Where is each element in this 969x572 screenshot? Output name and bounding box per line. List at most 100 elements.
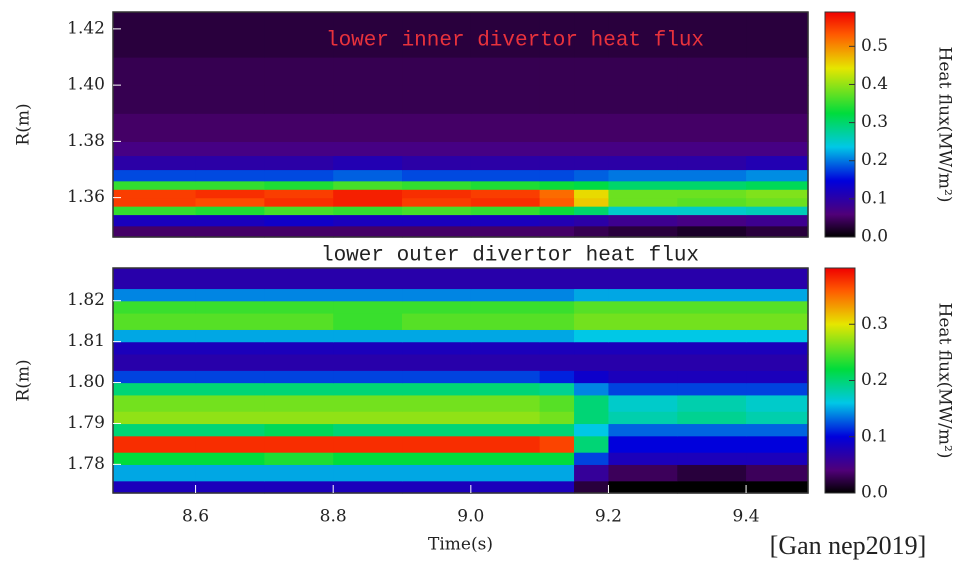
heat-cell xyxy=(677,180,747,190)
y-tick-label: 1.36 xyxy=(67,187,105,207)
heat-cell xyxy=(333,155,403,171)
heat-cell xyxy=(333,268,403,290)
heat-cell xyxy=(470,85,541,114)
heat-cell xyxy=(677,464,747,482)
heat-cell xyxy=(402,206,472,216)
heat-cell xyxy=(402,300,472,314)
colorbar-tick-label: 0.3 xyxy=(861,112,888,132)
heat-cell xyxy=(402,464,472,482)
heat-cell xyxy=(195,370,265,384)
heat-cell xyxy=(539,12,575,58)
heat-cell xyxy=(113,382,197,396)
heat-cell xyxy=(574,370,610,384)
heat-cell xyxy=(264,225,334,238)
heat-cell xyxy=(608,268,678,290)
heat-cell xyxy=(574,329,610,343)
heat-cell xyxy=(264,268,334,290)
panel-title: lower outer divertor heat flux xyxy=(321,245,699,268)
heat-cell xyxy=(746,206,809,216)
heat-cell xyxy=(539,382,575,396)
heat-cell xyxy=(264,370,334,384)
heat-cell xyxy=(470,141,541,157)
heat-cell xyxy=(470,341,541,355)
heat-cell xyxy=(677,353,747,371)
heat-cell xyxy=(264,313,334,330)
heat-cell xyxy=(574,411,610,425)
heat-cell xyxy=(470,423,541,437)
heat-cell xyxy=(195,382,265,396)
heat-cell xyxy=(402,329,472,343)
heat-cell xyxy=(470,288,541,302)
heat-cell xyxy=(677,288,747,302)
heat-cell xyxy=(574,141,610,157)
heat-cell xyxy=(746,370,809,384)
heat-cell xyxy=(264,12,334,58)
heat-cell xyxy=(574,85,610,114)
heat-cell xyxy=(195,155,265,171)
heat-cell xyxy=(113,452,197,465)
heat-cell xyxy=(402,57,472,86)
heat-cell xyxy=(402,452,472,465)
heat-cell xyxy=(264,288,334,302)
heat-cell xyxy=(264,180,334,190)
heat-cell xyxy=(746,313,809,330)
heat-cell xyxy=(264,189,334,199)
heat-cell xyxy=(113,180,197,190)
heat-cell xyxy=(677,225,747,238)
heat-cell xyxy=(195,189,265,199)
heat-cell xyxy=(746,225,809,238)
heat-cell xyxy=(113,435,197,453)
heat-cell xyxy=(746,423,809,437)
heat-cell xyxy=(608,155,678,171)
heat-cell xyxy=(113,169,197,182)
colorbar-tick-label: 0.3 xyxy=(861,314,888,334)
heat-cell xyxy=(195,169,265,182)
heat-cell xyxy=(195,480,265,494)
heat-cell xyxy=(539,452,575,465)
heat-cell xyxy=(195,300,265,314)
heat-cell xyxy=(470,197,541,207)
heat-cell xyxy=(113,57,197,86)
heat-cell xyxy=(333,423,403,437)
heat-cell xyxy=(195,197,265,207)
colorbar xyxy=(824,11,856,238)
heat-cell xyxy=(746,300,809,314)
x-tick-label: 8.8 xyxy=(320,507,347,527)
y-tick-label: 1.82 xyxy=(67,290,105,310)
heat-cell xyxy=(470,394,541,412)
heat-cell xyxy=(677,85,747,114)
heat-cell xyxy=(608,214,678,227)
heat-cell xyxy=(539,435,575,453)
heat-cell xyxy=(113,313,197,330)
heat-cell xyxy=(677,141,747,157)
heat-cell xyxy=(195,268,265,290)
heat-cell xyxy=(574,382,610,396)
heat-cell xyxy=(264,206,334,216)
heat-cell xyxy=(608,464,678,482)
heat-cell xyxy=(333,353,403,371)
heat-cell xyxy=(608,341,678,355)
heat-cell xyxy=(677,411,747,425)
heat-cell xyxy=(677,169,747,182)
heat-cell xyxy=(113,464,197,482)
y-axis-label: R(m) xyxy=(14,359,34,401)
heat-cell xyxy=(264,57,334,86)
heat-cell xyxy=(608,370,678,384)
heat-cell xyxy=(402,180,472,190)
heat-cell xyxy=(677,435,747,453)
heat-cell xyxy=(333,288,403,302)
heat-cell xyxy=(113,329,197,343)
heat-cell xyxy=(195,464,265,482)
heat-cell xyxy=(539,141,575,157)
heat-cell xyxy=(746,329,809,343)
heat-cell xyxy=(539,85,575,114)
heat-cell xyxy=(574,464,610,482)
heat-cell xyxy=(402,189,472,199)
heat-cell xyxy=(470,353,541,371)
heat-cell xyxy=(333,370,403,384)
y-tick-label: 1.81 xyxy=(67,331,105,351)
heat-cell xyxy=(113,155,197,171)
heat-cell xyxy=(470,214,541,227)
heat-cell xyxy=(746,452,809,465)
